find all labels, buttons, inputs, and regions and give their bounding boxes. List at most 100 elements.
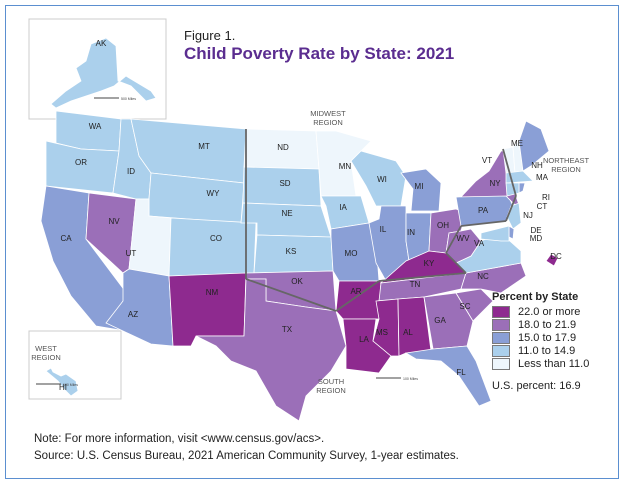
state-label: LA — [359, 335, 369, 344]
state-label: NM — [206, 288, 219, 297]
legend-item: 22.0 or more — [492, 305, 589, 318]
source-text: Source: U.S. Census Bureau, 2021 America… — [34, 450, 459, 462]
state-label: ID — [127, 167, 135, 176]
scale-label: 500 Miles — [121, 97, 136, 101]
legend-label: 18.0 to 21.9 — [518, 318, 577, 331]
state-ak[interactable] — [50, 37, 157, 109]
state-ri[interactable] — [518, 182, 526, 194]
state-label: PA — [478, 206, 489, 215]
state-mi[interactable] — [400, 168, 442, 212]
state-md[interactable] — [480, 225, 510, 242]
state-label: WI — [377, 175, 387, 184]
region-label-midwest: MIDWEST — [310, 109, 346, 118]
state-label: MT — [198, 142, 210, 151]
state-hi[interactable] — [45, 367, 79, 397]
state-nm[interactable] — [168, 272, 247, 347]
state-label: ND — [277, 143, 289, 152]
state-label: WA — [89, 122, 102, 131]
state-label: CT — [537, 202, 548, 211]
state-label: SC — [459, 302, 470, 311]
state-dc[interactable] — [545, 253, 559, 267]
region-label-west: REGION — [31, 353, 61, 362]
state-label: CA — [60, 234, 72, 243]
state-label: NH — [531, 161, 543, 170]
region-boundary — [502, 148, 517, 197]
state-label: UT — [126, 249, 137, 258]
notes: Note: For more information, visit <www.c… — [34, 431, 459, 465]
state-label: FL — [456, 368, 466, 377]
state-label: MS — [376, 328, 388, 337]
state-label: IL — [380, 225, 387, 234]
state-label: IN — [407, 228, 415, 237]
region-label-south: REGION — [316, 386, 346, 395]
region-label-south: SOUTH — [318, 377, 344, 386]
state-label: IA — [339, 203, 347, 212]
state-label: RI — [542, 193, 550, 202]
legend-label: 22.0 or more — [518, 305, 581, 318]
region-label-northeast: REGION — [551, 165, 581, 174]
state-label: TX — [282, 325, 293, 334]
scale-label: 100 Miles — [63, 383, 78, 387]
state-label: CO — [210, 234, 222, 243]
region-boundary — [445, 252, 467, 274]
state-label: AL — [403, 328, 413, 337]
state-fl[interactable] — [404, 345, 492, 407]
state-label: OR — [75, 158, 87, 167]
figure-label: Figure 1. — [184, 28, 236, 43]
region-boundary — [335, 280, 380, 312]
region-label-west: WEST — [35, 344, 57, 353]
state-label: TN — [410, 280, 421, 289]
note-text: Note: For more information, visit <www.c… — [34, 433, 325, 445]
state-label: OK — [291, 277, 303, 286]
state-label: WV — [457, 234, 471, 243]
region-label-northeast: NORTHEAST — [543, 156, 590, 165]
legend-swatch — [492, 318, 510, 331]
state-label: MI — [415, 182, 424, 191]
state-label: AZ — [128, 310, 138, 319]
state-mn[interactable] — [315, 130, 372, 197]
state-label: VT — [482, 156, 492, 165]
legend: Percent by State 22.0 or more 18.0 to 21.… — [492, 291, 589, 392]
legend-item: Less than 11.0 — [492, 357, 589, 370]
state-ga[interactable] — [423, 292, 474, 350]
state-label: VA — [474, 239, 485, 248]
us-map: WA OR CA NV ID MT WY UT CO AZ NM ND SD NE KS OK TX MN IA MO… — [28, 18, 590, 422]
region-boundary — [460, 220, 507, 227]
state-co[interactable] — [168, 217, 257, 277]
legend-item: 18.0 to 21.9 — [492, 318, 589, 331]
legend-title: Percent by State — [492, 291, 579, 303]
region-boundary — [445, 225, 462, 254]
state-label: AK — [96, 39, 107, 48]
region-label-midwest: REGION — [313, 118, 343, 127]
state-sc[interactable] — [455, 288, 494, 322]
state-label: MO — [345, 249, 358, 258]
state-label: DE — [530, 226, 541, 235]
state-label: MD — [530, 234, 543, 243]
figure-frame: WA OR CA NV ID MT WY UT CO AZ NM ND SD NE KS OK TX MN IA MO… — [5, 5, 619, 479]
state-label: KS — [286, 247, 297, 256]
scale-label: 100 Miles — [403, 377, 418, 381]
state-label: OH — [437, 221, 449, 230]
legend-swatch — [492, 357, 510, 370]
legend-swatch — [492, 344, 510, 357]
legend-item: 15.0 to 17.9 — [492, 331, 589, 344]
legend-label: 15.0 to 17.9 — [518, 331, 577, 344]
state-label: WY — [207, 189, 221, 198]
state-label: HI — [59, 383, 67, 392]
state-label: DC — [550, 252, 562, 261]
state-label: MA — [536, 173, 549, 182]
state-label: NV — [108, 217, 120, 226]
state-label: NE — [281, 209, 292, 218]
state-tx[interactable] — [195, 278, 347, 422]
legend-swatch — [492, 331, 510, 344]
state-label: NJ — [523, 211, 533, 220]
state-label: ME — [511, 139, 523, 148]
state-ma[interactable] — [505, 170, 534, 184]
region-boundary — [378, 272, 467, 282]
legend-item: 11.0 to 14.9 — [492, 344, 589, 357]
legend-label: 11.0 to 14.9 — [518, 344, 576, 357]
state-label: NC — [477, 272, 489, 281]
legend-label: Less than 11.0 — [518, 357, 590, 370]
figure-title: Child Poverty Rate by State: 2021 — [184, 44, 455, 63]
state-la[interactable] — [342, 318, 392, 374]
